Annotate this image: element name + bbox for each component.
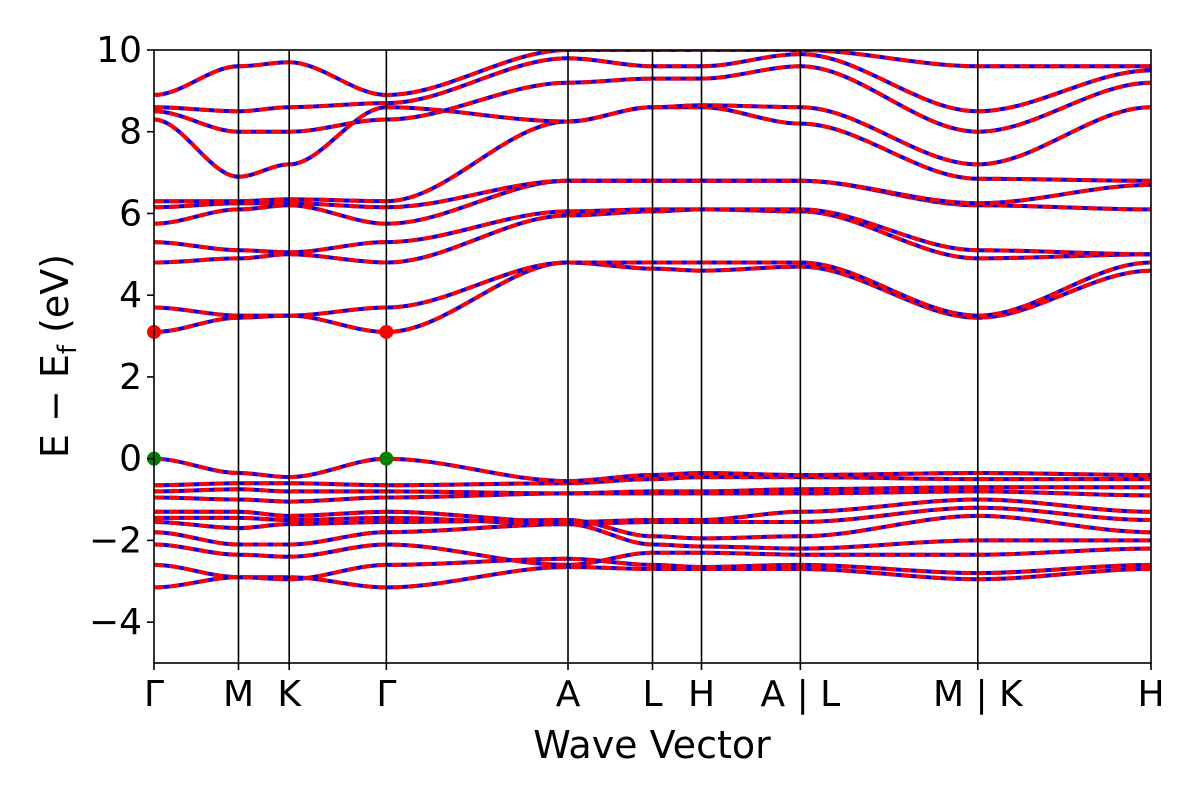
- markers-layer: [147, 324, 394, 466]
- y-tick-label: 10: [96, 30, 142, 71]
- y-tick-label: −4: [89, 602, 142, 643]
- y-axis-label-main: E − E: [33, 354, 77, 458]
- y-axis-label: E − Ef (eV): [33, 254, 83, 458]
- band-line-red: [154, 485, 1151, 496]
- y-tick-label: −2: [89, 520, 142, 561]
- band-line-red: [154, 513, 1151, 541]
- x-tick-label: Γ: [376, 674, 396, 715]
- band-line-red: [154, 456, 1151, 484]
- band-line-red: [154, 103, 1151, 179]
- band-line-red: [154, 207, 1151, 257]
- vbm-marker: [379, 451, 394, 466]
- band-line-red: [154, 260, 1151, 318]
- band-line-red: [154, 542, 1151, 567]
- band-line-red: [154, 52, 1151, 114]
- y-axis-ticks: −4 −2 0 2 4 6 8 10: [89, 30, 154, 643]
- bands-layer: [154, 50, 1151, 590]
- y-tick-label: 8: [119, 112, 142, 153]
- band-line-red: [154, 475, 1151, 488]
- y-tick-label: 2: [119, 357, 142, 398]
- x-tick-label: Γ: [144, 674, 164, 715]
- cbm-marker: [379, 324, 394, 339]
- y-tick-label: 4: [119, 275, 142, 316]
- x-tick-label: M | K: [933, 674, 1024, 715]
- y-tick-label: 0: [119, 439, 142, 480]
- kpath-lines-layer: [237, 50, 979, 663]
- y-axis-label-unit: (eV): [33, 254, 77, 333]
- band-line-red: [154, 522, 1151, 551]
- x-tick-label: H: [688, 674, 715, 715]
- x-tick-label: M: [223, 674, 254, 715]
- band-line-red: [154, 178, 1151, 210]
- x-tick-label: A | L: [761, 674, 841, 715]
- band-line-red: [154, 556, 1151, 582]
- x-tick-label: A: [556, 674, 581, 715]
- x-tick-label: K: [277, 674, 302, 715]
- y-axis-label-subscript: f: [53, 344, 83, 354]
- band-line-red: [154, 497, 1151, 525]
- band-line-red: [154, 207, 1151, 265]
- band-line-red: [154, 64, 1151, 134]
- x-tick-label: L: [642, 674, 662, 715]
- y-tick-label: 6: [119, 193, 142, 234]
- band-line-blue: [154, 50, 1151, 98]
- x-axis-label: Wave Vector: [533, 723, 771, 767]
- x-tick-label: H: [1137, 674, 1164, 715]
